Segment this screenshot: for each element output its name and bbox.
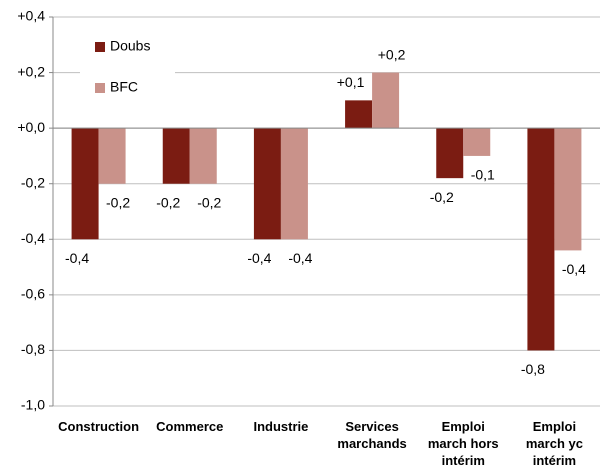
y-tick-label: -1,0 [21, 397, 45, 413]
value-label: -0,8 [521, 361, 545, 377]
value-label: -0,2 [156, 194, 180, 210]
legend-swatch [95, 42, 105, 52]
value-label: -0,1 [471, 167, 495, 183]
x-tick-label: Emploi march hors intérim [428, 419, 499, 468]
bar [162, 128, 190, 184]
value-label: -0,2 [197, 194, 221, 210]
x-tick-label: Emploi march yc intérim [526, 419, 583, 468]
bar [345, 100, 373, 129]
bar [71, 128, 99, 240]
y-tick-label: -0,4 [21, 230, 45, 246]
y-tick-label: -0,2 [21, 174, 45, 190]
y-tick-label: +0,0 [17, 119, 45, 135]
bar [189, 128, 217, 184]
x-tick-label: Services marchands [337, 419, 406, 451]
value-label: -0,4 [247, 250, 271, 266]
bar [554, 128, 582, 251]
value-label: +0,1 [337, 74, 365, 90]
x-tick-label: Industrie [253, 419, 308, 434]
legend-label: BFC [110, 79, 138, 95]
bar [280, 128, 308, 240]
value-label: -0,2 [430, 189, 454, 205]
bar [372, 72, 400, 129]
x-tick-label: Construction [58, 419, 139, 434]
y-tick-label: +0,2 [17, 63, 45, 79]
legend-label: Doubs [110, 38, 150, 54]
y-tick-label: +0,4 [17, 8, 45, 24]
legend-swatch [95, 83, 105, 93]
bar [436, 128, 464, 179]
bar [527, 128, 555, 351]
y-tick-label: -0,6 [21, 286, 45, 302]
value-label: -0,4 [562, 261, 586, 277]
value-label: +0,2 [378, 46, 406, 62]
bar [463, 128, 491, 156]
value-label: -0,2 [106, 194, 130, 210]
bar [98, 128, 126, 184]
value-label: -0,4 [288, 250, 312, 266]
y-tick-label: -0,8 [21, 341, 45, 357]
value-label: -0,4 [65, 250, 89, 266]
x-tick-label: Commerce [156, 419, 223, 434]
bar [253, 128, 281, 240]
